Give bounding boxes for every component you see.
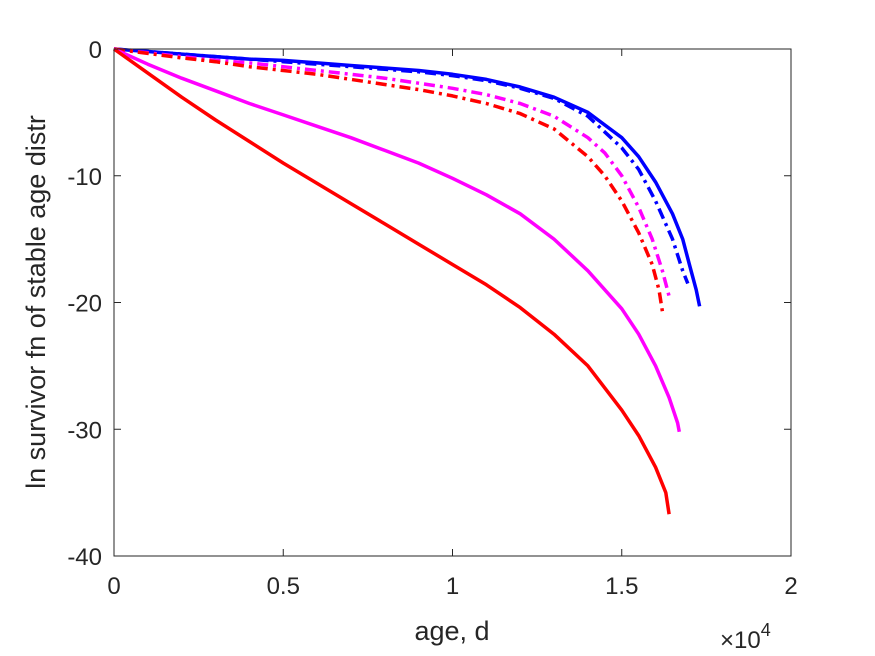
x-tick-label: 0: [107, 573, 120, 600]
y-tick-label: 0: [89, 37, 102, 64]
series-layer: [112, 47, 702, 515]
series-line-5: [113, 47, 682, 433]
y-tick-label: -30: [67, 417, 102, 444]
y-tick-label: -10: [67, 164, 102, 191]
x-tick-label: 1.5: [605, 573, 638, 600]
x-axis-multiplier-base: ×10: [720, 627, 761, 654]
series-line-2: [113, 47, 690, 285]
series-line-4: [113, 47, 665, 312]
x-axis-multiplier: ×104: [720, 620, 771, 654]
x-tick-label: 0.5: [267, 573, 300, 600]
series-line-6: [112, 47, 671, 515]
x-axis-multiplier-exponent: 4: [761, 620, 771, 640]
plot-area: [114, 49, 791, 556]
y-tick-label: -20: [67, 291, 102, 318]
y-axis-label: ln survivor fn of stable age distr: [21, 115, 51, 489]
x-tick-label: 1: [446, 573, 459, 600]
tick-layer: 0 0.5 1 1.5 2 0 -10 -20 -30 -40: [67, 37, 797, 600]
x-tick-label: 2: [784, 573, 797, 600]
y-tick-label: -40: [67, 544, 102, 571]
x-axis-label: age, d: [414, 616, 489, 646]
series-line-3: [113, 47, 671, 297]
